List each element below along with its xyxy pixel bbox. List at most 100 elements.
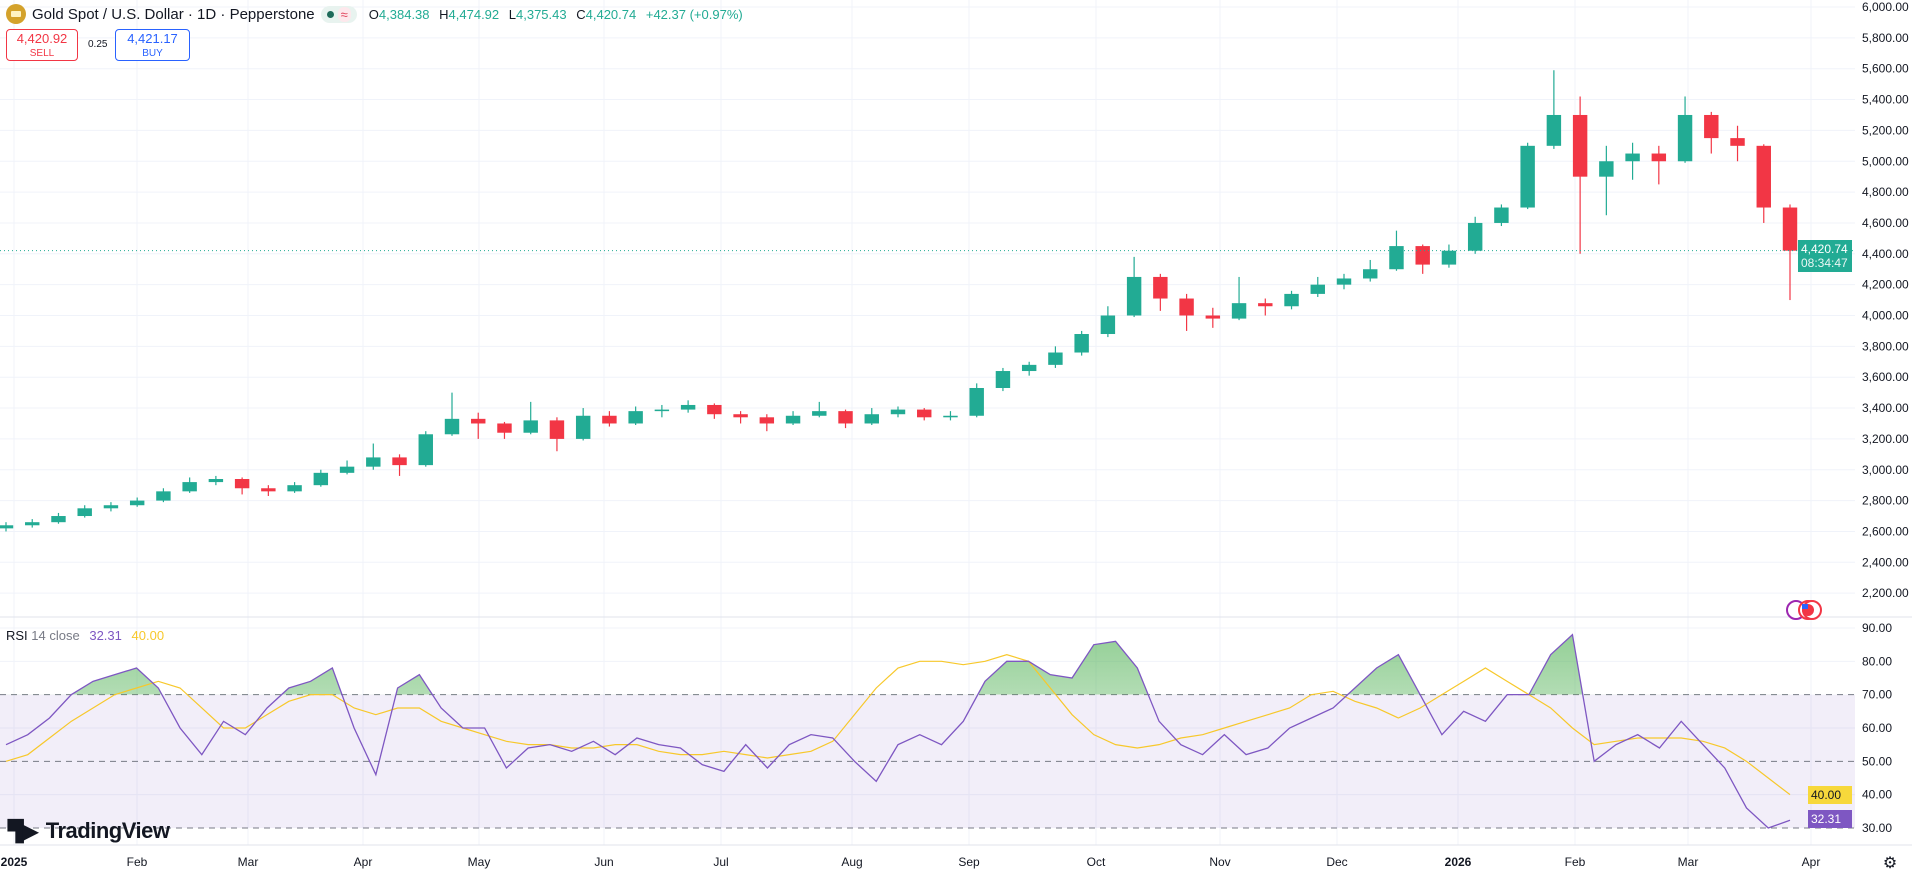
time-axis-label: Feb <box>1565 855 1586 869</box>
candle-body <box>77 508 92 517</box>
price-axis-label: 5,400.00 <box>1862 93 1909 107</box>
rsi-axis-label: 30.00 <box>1862 821 1892 835</box>
candle-body <box>969 387 984 416</box>
candle-body <box>1782 207 1798 251</box>
candle-body <box>51 516 66 523</box>
candle-body <box>25 522 40 526</box>
current-price-label: 4,420.74 08:34:47 <box>1798 240 1852 272</box>
candle-body <box>208 479 224 483</box>
price-axis-label: 4,400.00 <box>1862 247 1909 261</box>
rsi-ma-value-tag: 40.00 <box>1808 786 1852 804</box>
candle-body <box>1494 207 1509 223</box>
candle-body <box>785 415 801 424</box>
candle-body <box>0 525 14 529</box>
delayed-data-icon: ≈ <box>337 6 351 22</box>
candle-body <box>1546 114 1562 146</box>
candle-body <box>917 409 932 418</box>
candle-body <box>1048 352 1063 365</box>
candle-body <box>471 418 486 424</box>
market-status[interactable]: ≈ <box>320 5 357 23</box>
candle-body <box>129 500 145 506</box>
price-axis-label: 5,800.00 <box>1862 31 1909 45</box>
price-axis-label: 3,800.00 <box>1862 339 1909 353</box>
time-axis-label: Aug <box>841 855 862 869</box>
price-axis-label: 3,000.00 <box>1862 463 1909 477</box>
candle-body <box>103 505 119 509</box>
rsi-line <box>5 633 1791 829</box>
candle-body <box>575 415 591 439</box>
bar-countdown: 08:34:47 <box>1801 256 1848 270</box>
candle-body <box>1074 334 1089 353</box>
gold-bars-icon <box>6 4 26 24</box>
rsi-axis-label: 90.00 <box>1862 621 1892 635</box>
price-axis-label: 5,600.00 <box>1862 62 1909 76</box>
price-axis-label: 5,000.00 <box>1862 154 1909 168</box>
ohlc-values: O4,384.38 H4,474.92 L4,375.43 C4,420.74 … <box>368 6 743 22</box>
price-axis-label: 5,200.00 <box>1862 123 1909 137</box>
candle-body <box>1126 276 1142 316</box>
candle-body <box>156 491 171 501</box>
price-axis-label: 3,200.00 <box>1862 432 1909 446</box>
tradingview-logo[interactable]: ▜▶ TradingView <box>8 818 170 843</box>
candle-body <box>287 485 302 492</box>
price-axis-label: 2,600.00 <box>1862 524 1909 538</box>
time-axis-label: Sep <box>958 855 980 869</box>
time-axis-label: Apr <box>1802 855 1821 869</box>
price-axis-label: 3,400.00 <box>1862 401 1909 415</box>
candle-body <box>392 457 407 466</box>
rsi-axis-label: 50.00 <box>1862 754 1892 768</box>
candle-body <box>313 472 329 486</box>
candle-body <box>1284 293 1299 307</box>
time-axis-label: 2026 <box>1445 855 1472 869</box>
chart-settings-icon[interactable]: ⚙ <box>1882 855 1898 872</box>
candle-body <box>1336 278 1352 285</box>
candle-body <box>549 420 565 439</box>
time-axis-label: Mar <box>238 855 259 869</box>
candle-body <box>444 418 460 435</box>
economic-events-icon[interactable] <box>1786 598 1826 622</box>
candle-body <box>838 411 853 424</box>
price-axis-label: 3,600.00 <box>1862 370 1909 384</box>
candle-body <box>234 479 250 489</box>
time-axis-label: Feb <box>127 855 148 869</box>
candle-body <box>1625 153 1640 162</box>
price-axis-label: 2,200.00 <box>1862 586 1909 600</box>
price-axis-label: 2,800.00 <box>1862 494 1909 508</box>
symbol-title[interactable]: Gold Spot / U.S. Dollar · 1D · Peppersto… <box>32 5 315 23</box>
time-axis-label: May <box>468 855 491 869</box>
candle-body <box>366 457 381 467</box>
rsi-axis-label: 70.00 <box>1862 688 1892 702</box>
candle-body <box>1179 298 1194 316</box>
candle-body <box>1520 145 1535 208</box>
candle-body <box>707 404 722 415</box>
candle-body <box>1704 114 1719 139</box>
symbol-header: Gold Spot / U.S. Dollar · 1D · Peppersto… <box>6 4 749 24</box>
candle-body <box>759 417 775 424</box>
candle-body <box>680 404 696 410</box>
spread-value: 0.25 <box>88 39 108 50</box>
time-axis-label: 2025 <box>1 855 28 869</box>
candle-body <box>995 371 1011 388</box>
rsi-value-tag: 32.31 <box>1808 810 1852 828</box>
candle-body <box>1415 246 1430 265</box>
candle-body <box>1441 250 1457 265</box>
buy-button[interactable]: 4,421.17 BUY <box>115 29 190 61</box>
candle-body <box>1021 364 1037 372</box>
candle-body <box>261 488 276 492</box>
candle-body <box>1205 315 1221 319</box>
rsi-axis-label: 60.00 <box>1862 721 1892 735</box>
candle-body <box>1756 145 1771 208</box>
candle-body <box>1231 303 1247 319</box>
candle-body <box>733 414 748 418</box>
rsi-axis-label: 40.00 <box>1862 788 1892 802</box>
price-axis-label: 6,000.00 <box>1862 0 1909 14</box>
candle-body <box>864 414 879 424</box>
candle-body <box>339 466 355 473</box>
rsi-legend[interactable]: RSI 14 close 32.31 40.00 <box>6 628 165 643</box>
time-axis-label: Jun <box>594 855 613 869</box>
candle-body <box>1651 153 1667 162</box>
candle-body <box>890 409 906 415</box>
time-axis-label: Dec <box>1326 855 1347 869</box>
sell-button[interactable]: 4,420.92 SELL <box>6 29 78 61</box>
